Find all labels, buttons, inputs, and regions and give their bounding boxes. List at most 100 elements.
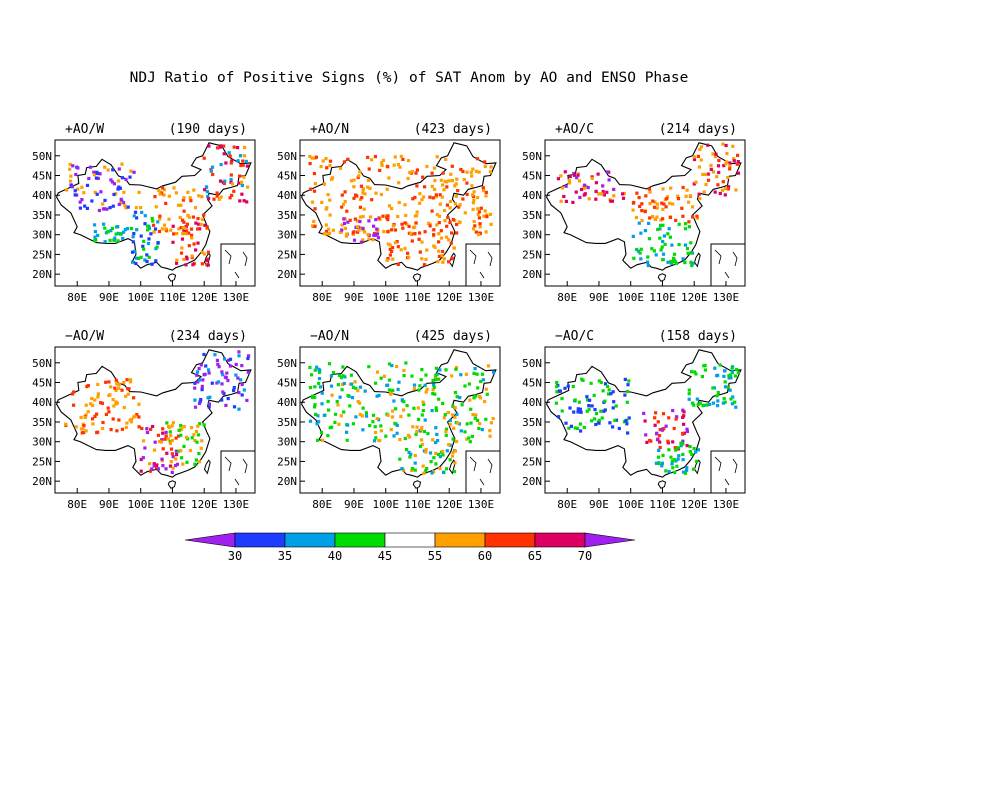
station-point	[606, 384, 610, 388]
station-point	[681, 431, 685, 436]
station-point	[220, 370, 224, 374]
station-point	[461, 197, 465, 201]
station-point	[637, 221, 641, 225]
station-point	[594, 422, 598, 427]
station-point	[84, 429, 88, 433]
station-point	[434, 193, 438, 197]
station-point	[475, 372, 479, 376]
station-point	[481, 186, 485, 190]
station-point	[668, 215, 673, 219]
station-point	[197, 452, 201, 456]
station-point	[181, 232, 185, 236]
station-point	[174, 457, 178, 461]
station-point	[70, 185, 75, 189]
station-point	[656, 455, 661, 459]
station-point	[410, 468, 414, 472]
station-point	[722, 164, 726, 168]
y-tick-label: 50N	[522, 150, 542, 163]
station-point	[111, 417, 115, 421]
y-tick-label: 50N	[277, 357, 297, 370]
station-point	[109, 229, 113, 233]
station-point	[690, 264, 694, 268]
station-point	[172, 232, 176, 236]
station-point	[436, 439, 440, 443]
station-point	[343, 226, 347, 230]
station-point	[582, 193, 586, 197]
station-point	[420, 438, 424, 442]
station-point	[476, 418, 480, 422]
station-point	[165, 451, 169, 455]
station-point	[245, 164, 249, 168]
station-point	[422, 402, 426, 406]
station-point	[359, 184, 363, 188]
station-point	[74, 425, 78, 429]
station-point	[626, 431, 630, 435]
station-point	[127, 387, 131, 391]
station-point	[593, 417, 597, 421]
station-point	[461, 169, 465, 174]
station-point	[478, 422, 482, 426]
station-point	[434, 195, 438, 199]
station-point	[683, 243, 688, 247]
station-point	[226, 378, 230, 383]
station-point	[187, 215, 191, 219]
station-point	[312, 189, 317, 193]
station-point	[442, 188, 446, 192]
station-point	[161, 431, 165, 435]
station-point	[394, 407, 398, 411]
station-point	[594, 412, 599, 416]
station-point	[593, 408, 597, 412]
station-point	[608, 421, 612, 425]
station-point	[438, 202, 442, 206]
station-point	[117, 167, 121, 171]
station-point	[118, 186, 122, 190]
station-point	[146, 224, 150, 228]
station-point	[475, 157, 480, 161]
station-point	[139, 206, 143, 210]
station-point	[677, 243, 681, 247]
station-point	[219, 144, 223, 148]
station-point	[666, 260, 670, 264]
station-point	[564, 421, 568, 425]
station-point	[420, 442, 424, 447]
station-point	[434, 378, 438, 382]
station-point	[483, 164, 487, 169]
station-point	[469, 170, 473, 174]
station-point	[202, 423, 206, 427]
station-point	[699, 158, 703, 162]
station-point	[398, 438, 402, 442]
colorbar-segment	[234, 532, 286, 548]
station-point	[116, 225, 120, 229]
station-point	[692, 155, 697, 159]
station-point	[408, 455, 412, 459]
station-point	[312, 172, 316, 176]
station-point	[217, 365, 221, 369]
station-point	[382, 230, 386, 234]
station-point	[317, 381, 321, 385]
station-point	[379, 429, 383, 433]
station-point	[168, 464, 173, 468]
station-point	[375, 227, 379, 231]
station-point	[124, 425, 128, 430]
station-point	[711, 401, 715, 405]
station-point	[390, 415, 395, 419]
station-point	[483, 209, 487, 213]
station-point	[380, 163, 384, 168]
station-point	[438, 467, 442, 471]
station-point	[122, 230, 126, 234]
station-point	[362, 207, 366, 211]
station-point	[602, 409, 606, 413]
station-point	[477, 394, 481, 399]
station-point	[308, 187, 313, 191]
station-point	[689, 241, 693, 245]
station-point	[421, 400, 425, 404]
station-point	[681, 452, 685, 456]
inset-box	[465, 243, 501, 287]
station-point	[471, 227, 476, 231]
station-point	[607, 178, 611, 182]
station-point	[125, 421, 129, 425]
station-point	[390, 249, 394, 253]
station-point	[685, 429, 689, 433]
station-point	[585, 409, 589, 413]
station-point	[94, 176, 98, 180]
